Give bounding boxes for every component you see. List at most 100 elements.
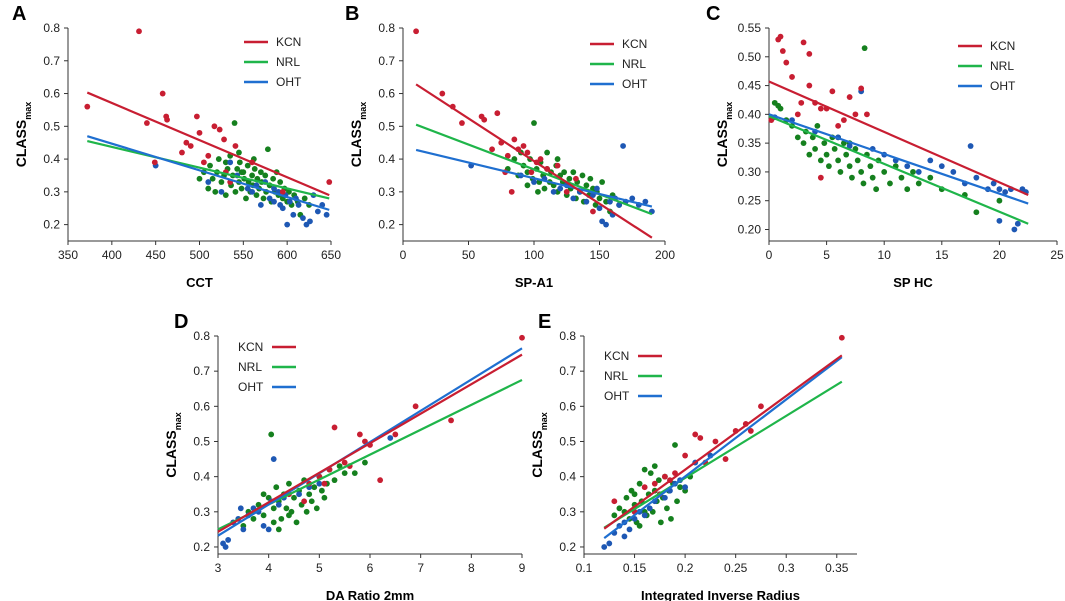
data-point-nrl xyxy=(823,151,830,158)
data-point-oht xyxy=(570,195,577,202)
x-tick-label: 150 xyxy=(589,248,609,262)
data-point-kcn xyxy=(758,403,764,410)
data-point-nrl xyxy=(301,195,308,202)
data-point-kcn xyxy=(356,431,363,438)
fit-line-kcn xyxy=(768,80,1029,196)
data-point-nrl xyxy=(794,134,801,141)
data-point-nrl xyxy=(253,192,260,199)
data-point-kcn xyxy=(817,174,824,181)
data-point-kcn xyxy=(193,113,200,120)
legend-label-nrl: NRL xyxy=(276,55,300,69)
data-point-nrl xyxy=(814,122,821,129)
data-point-kcn xyxy=(205,152,212,159)
data-point-kcn xyxy=(835,122,842,129)
y-tick-label: 0.4 xyxy=(559,470,576,484)
data-point-nrl xyxy=(293,519,300,526)
data-point-nrl xyxy=(275,526,282,533)
data-point-nrl xyxy=(232,188,239,195)
y-tick-label: 0.55 xyxy=(738,21,762,35)
data-point-nrl xyxy=(277,179,284,185)
data-point-oht xyxy=(271,185,277,192)
fit-line-oht xyxy=(415,148,653,208)
fit-line-nrl xyxy=(603,380,843,529)
y-tick-label: 0.3 xyxy=(559,505,576,519)
data-point-kcn xyxy=(722,456,729,462)
data-point-nrl xyxy=(592,202,599,208)
data-point-kcn xyxy=(211,123,218,130)
legend-label-oht: OHT xyxy=(622,77,648,91)
data-point-kcn xyxy=(489,146,495,153)
data-point-nrl xyxy=(873,186,880,193)
legend-label-oht: OHT xyxy=(276,75,302,89)
x-axis-title: Integrated Inverse Radius xyxy=(641,588,800,601)
y-tick-label: 0.5 xyxy=(378,119,395,133)
data-point-nrl xyxy=(260,491,267,498)
data-point-nrl xyxy=(236,159,243,166)
data-point-nrl xyxy=(541,185,548,192)
data-point-oht xyxy=(271,198,277,205)
data-point-kcn xyxy=(528,169,535,176)
data-point-kcn xyxy=(852,111,859,118)
y-tick-label: 0.3 xyxy=(378,185,395,199)
data-point-oht xyxy=(290,211,297,218)
data-point-kcn xyxy=(806,82,813,89)
data-point-nrl xyxy=(881,169,888,175)
data-point-nrl xyxy=(826,163,832,170)
data-point-nrl xyxy=(238,169,245,176)
x-axis-title: CCT xyxy=(186,275,213,290)
data-point-nrl xyxy=(270,505,277,512)
x-tick-label: 0.15 xyxy=(623,561,647,575)
data-point-kcn xyxy=(187,143,194,149)
y-tick-label: 0.6 xyxy=(378,87,395,101)
data-point-kcn xyxy=(519,334,525,341)
x-tick-label: 0 xyxy=(400,248,407,262)
data-point-kcn xyxy=(817,105,824,112)
data-point-nrl xyxy=(222,192,229,199)
data-point-nrl xyxy=(672,442,678,448)
data-point-nrl xyxy=(234,166,241,172)
data-point-nrl xyxy=(257,169,264,176)
y-tick-label: 0.8 xyxy=(43,21,60,35)
data-point-oht xyxy=(249,188,256,195)
y-tick-label: 0.45 xyxy=(738,79,762,93)
data-point-oht xyxy=(1011,226,1018,233)
y-tick-label: 0.25 xyxy=(738,194,762,208)
data-point-kcn xyxy=(196,129,203,136)
data-point-nrl xyxy=(579,172,586,179)
x-tick-label: 500 xyxy=(189,248,209,262)
x-tick-label: 600 xyxy=(277,248,297,262)
data-point-kcn xyxy=(840,117,847,124)
data-point-oht xyxy=(616,202,623,208)
data-point-oht xyxy=(621,533,628,540)
data-point-kcn xyxy=(136,28,142,35)
x-tick-label: 20 xyxy=(993,248,1007,262)
data-point-oht xyxy=(205,179,212,185)
data-point-nrl xyxy=(869,174,876,181)
data-point-kcn xyxy=(641,484,648,491)
data-point-nrl xyxy=(283,505,290,512)
data-point-kcn xyxy=(439,90,446,97)
legend-label-kcn: KCN xyxy=(622,37,647,51)
legend-label-nrl: NRL xyxy=(622,57,646,71)
y-tick-label: 0.20 xyxy=(738,222,762,236)
data-point-nrl xyxy=(306,491,313,498)
data-point-kcn xyxy=(413,28,419,35)
y-tick-label: 0.7 xyxy=(43,54,60,68)
panel-e: E 0.1 0.15 0.2 0.25 0.3 0.35 0.2 0.3 0.4 0.5 0.6 0.7… xyxy=(529,311,857,601)
data-point-oht xyxy=(550,188,557,195)
data-point-kcn xyxy=(697,435,704,441)
data-point-kcn xyxy=(829,88,836,95)
data-point-nrl xyxy=(535,188,541,195)
y-tick-label: 0.2 xyxy=(559,540,576,554)
data-point-kcn xyxy=(392,431,399,438)
data-point-kcn xyxy=(301,498,308,505)
data-point-kcn xyxy=(794,111,801,118)
x-tick-label: 650 xyxy=(321,248,341,262)
data-point-nrl xyxy=(812,145,818,152)
data-point-kcn xyxy=(459,120,465,126)
fit-line-kcn xyxy=(415,83,653,239)
legend-label-oht: OHT xyxy=(238,380,264,394)
data-point-kcn xyxy=(279,188,286,195)
panel-label: E xyxy=(538,311,551,333)
